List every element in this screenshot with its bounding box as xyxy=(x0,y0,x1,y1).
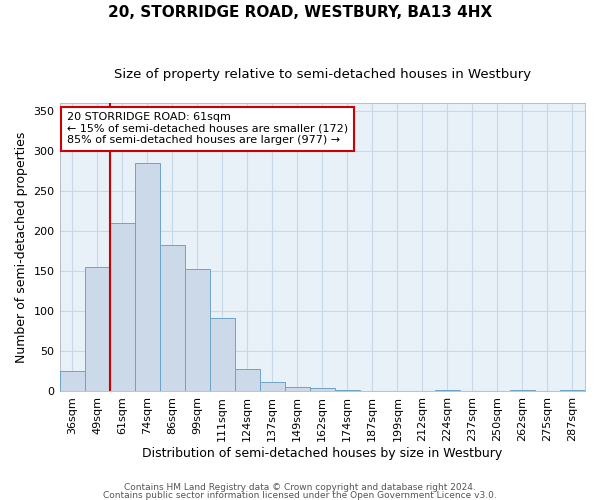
Title: Size of property relative to semi-detached houses in Westbury: Size of property relative to semi-detach… xyxy=(114,68,531,80)
Bar xyxy=(235,369,260,392)
Bar xyxy=(510,390,535,392)
Text: Contains public sector information licensed under the Open Government Licence v3: Contains public sector information licen… xyxy=(103,491,497,500)
Bar xyxy=(209,318,235,392)
Bar xyxy=(285,388,310,392)
Bar xyxy=(59,372,85,392)
Bar xyxy=(335,390,360,392)
Text: 20, STORRIDGE ROAD, WESTBURY, BA13 4HX: 20, STORRIDGE ROAD, WESTBURY, BA13 4HX xyxy=(108,5,492,20)
Text: Contains HM Land Registry data © Crown copyright and database right 2024.: Contains HM Land Registry data © Crown c… xyxy=(124,484,476,492)
Y-axis label: Number of semi-detached properties: Number of semi-detached properties xyxy=(15,132,28,362)
Bar xyxy=(185,270,209,392)
Bar xyxy=(260,382,285,392)
X-axis label: Distribution of semi-detached houses by size in Westbury: Distribution of semi-detached houses by … xyxy=(142,447,502,460)
Bar xyxy=(435,390,460,392)
Bar xyxy=(310,388,335,392)
Bar xyxy=(560,390,585,392)
Bar xyxy=(160,244,185,392)
Bar xyxy=(85,267,110,392)
Bar xyxy=(134,162,160,392)
Bar xyxy=(110,223,134,392)
Text: 20 STORRIDGE ROAD: 61sqm
← 15% of semi-detached houses are smaller (172)
85% of : 20 STORRIDGE ROAD: 61sqm ← 15% of semi-d… xyxy=(67,112,348,146)
